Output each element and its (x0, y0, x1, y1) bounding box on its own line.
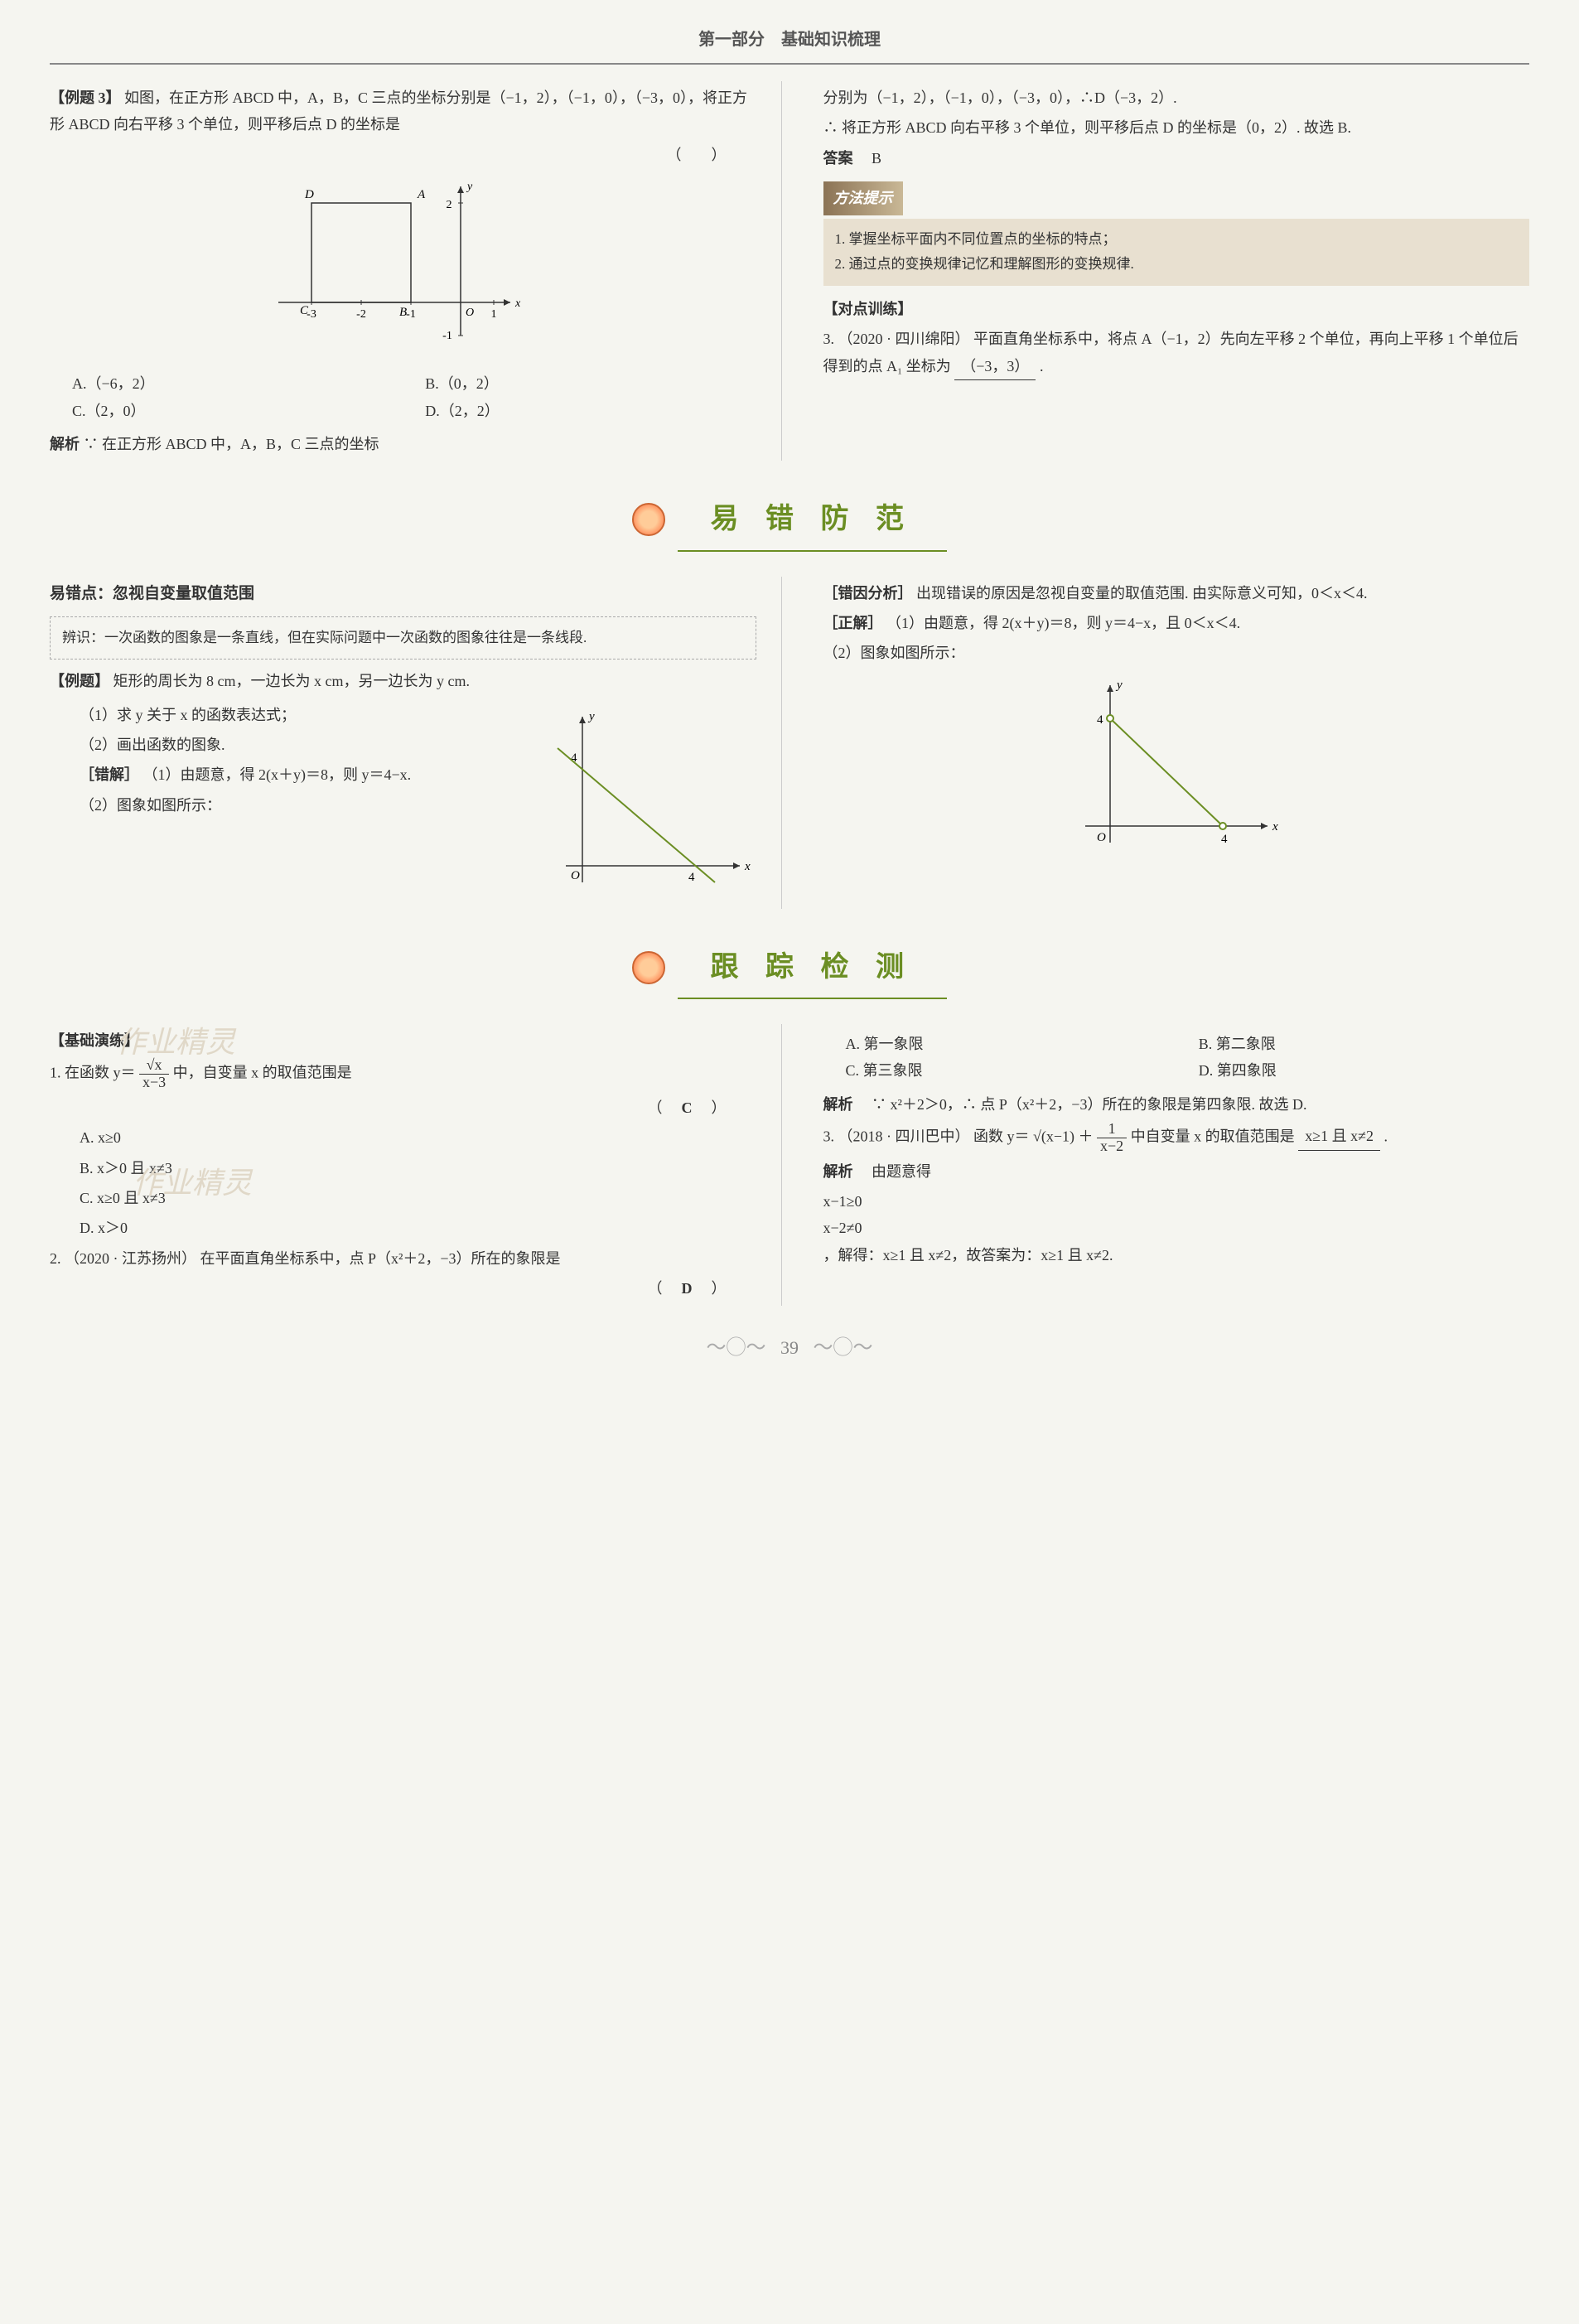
svg-text:x: x (514, 297, 521, 310)
example3-answer-line: 答案 B (823, 145, 1530, 172)
q1-opt-d: D. x＞0 (50, 1215, 756, 1241)
track-q1-answer: （ C ） (50, 1094, 756, 1121)
yicuo-wrong-fig: x y O 4 4 (541, 708, 756, 899)
q1-opt-b: B. x＞0 且 x≠3 (50, 1155, 756, 1181)
ornament-right: 〜◯〜 (814, 1331, 873, 1366)
page-header: 第一部分 基础知识梳理 (50, 25, 1529, 65)
track-heading: 【基础演练】 (50, 1027, 756, 1054)
svg-text:x: x (744, 860, 751, 873)
yicuo-q2: （2）画出函数的图象. (50, 732, 528, 758)
svg-text:y: y (1115, 679, 1123, 692)
svg-text:4: 4 (688, 871, 695, 884)
section-1-banner: 易 错 防 范 (50, 494, 1529, 551)
q2-opt-b: B. 第二象限 (1176, 1031, 1529, 1057)
track-q3-answer: x≥1 且 x≠2 (1298, 1123, 1380, 1150)
train-q3-answer: （−3，3） (954, 353, 1036, 380)
opt-a: A.（−6，2） (50, 370, 403, 397)
example3-options: A.（−6，2） B.（0，2） C.（2，0） D.（2，2） (50, 370, 756, 424)
section-1-title: 易 错 防 范 (678, 494, 948, 551)
yicuo-heading: 易错点：忽视自变量取值范围 (50, 580, 756, 608)
example3-label: 【例题 3】 (50, 89, 121, 106)
example3-paren: （ ） (50, 142, 756, 168)
q2-options: A. 第一象限 B. 第二象限 C. 第三象限 D. 第四象限 (823, 1031, 1530, 1085)
track-q2-answer: （ D ） (50, 1275, 756, 1302)
q2-opt-c: C. 第三象限 (823, 1057, 1176, 1084)
svg-text:-1: -1 (406, 308, 416, 321)
section-2-title: 跟 踪 检 测 (678, 942, 948, 999)
tip-item-2: 2. 通过点的变换规律记忆和理解图形的变换规律. (835, 252, 1519, 278)
svg-text:y: y (587, 710, 595, 723)
ornament-left: 〜◯〜 (707, 1331, 766, 1366)
train-q3: 3. （2020 · 四川绵阳） 平面直角坐标系中，将点 A（−1，2）先向左平… (823, 326, 1530, 380)
yicuo-wrong2: （2）图象如图所示： (50, 792, 528, 819)
svg-text:-2: -2 (356, 308, 366, 321)
method-tip-title: 方法提示 (823, 181, 903, 215)
tip-item-1: 1. 掌握坐标平面内不同位置点的坐标的特点； (835, 227, 1519, 253)
svg-text:B: B (399, 306, 407, 319)
yicuo-wrong: ［错解］ （1）由题意，得 2(x＋y)＝8，则 y＝4−x. (50, 761, 528, 788)
yicuo-q1: （1）求 y 关于 x 的函数表达式； (50, 702, 528, 728)
svg-text:C: C (300, 304, 309, 317)
train-label: 【对点训练】 (823, 296, 1530, 322)
track-block: 作业精灵 作业精灵 【基础演练】 1. 在函数 y＝ √x x−3 中，自变量 … (50, 1024, 1529, 1306)
yicuo-correct2: （2）图象如图所示： (823, 640, 1530, 666)
example3-analysis-left: 解析 ∵ 在正方形 ABCD 中，A，B，C 三点的坐标 (50, 431, 756, 457)
yicuo-block: 易错点：忽视自变量取值范围 辨识：一次函数的图象是一条直线，但在实际问题中一次函… (50, 577, 1529, 909)
svg-text:A: A (417, 188, 426, 201)
mascot-icon-2 (632, 951, 665, 984)
opt-c: C.（2，0） (50, 398, 403, 424)
q2-opt-a: A. 第一象限 (823, 1031, 1176, 1057)
page-number: 39 (780, 1337, 799, 1358)
page-footer: 〜◯〜 39 〜◯〜 (50, 1331, 1529, 1366)
yicuo-example: 【例题】 矩形的周长为 8 cm，一边长为 x cm，另一边长为 y cm. (50, 668, 756, 694)
opt-d: D.（2，2） (403, 398, 756, 424)
svg-text:O: O (571, 869, 580, 882)
yicuo-correct-fig: x y O 4 4 (823, 677, 1530, 859)
svg-text:2: 2 (447, 199, 452, 211)
svg-text:4: 4 (1097, 713, 1103, 727)
yicuo-correct1: ［正解］ （1）由题意，得 2(x＋y)＝8，则 y＝4−x，且 0＜x＜4. (823, 610, 1530, 636)
example3-analysis-right: 分别为（−1，2），（−1，0），（−3，0），∴D（−3，2）. (823, 85, 1530, 111)
yicuo-identify-box: 辨识：一次函数的图象是一条直线，但在实际问题中一次函数的图象往往是一条线段. (50, 616, 756, 660)
section-2-banner: 跟 踪 检 测 (50, 942, 1529, 999)
q2-opt-d: D. 第四象限 (1176, 1057, 1529, 1084)
svg-text:4: 4 (1221, 833, 1228, 846)
svg-text:1: 1 (491, 308, 497, 321)
track-q1: 1. 在函数 y＝ √x x−3 中，自变量 x 的取值范围是 (50, 1057, 756, 1091)
svg-text:O: O (466, 307, 474, 319)
method-tip-content: 1. 掌握坐标平面内不同位置点的坐标的特点； 2. 通过点的变换规律记忆和理解图… (823, 219, 1530, 286)
q1-opt-c: C. x≥0 且 x≠3 (50, 1185, 756, 1211)
track-q2: 2. （2020 · 江苏扬州） 在平面直角坐标系中，点 P（x²＋2，−3）所… (50, 1245, 756, 1272)
example3-conclusion: ∴ 将正方形 ABCD 向右平移 3 个单位，则平移后点 D 的坐标是（0，2）… (823, 114, 1530, 141)
svg-text:x: x (1272, 820, 1278, 833)
q3-analysis: 解析 由题意得 (823, 1158, 1530, 1185)
q2-analysis: 解析 ∵ x²＋2＞0，∴ 点 P（x²＋2，−3）所在的象限是第四象限. 故选… (823, 1091, 1530, 1118)
example3-block: 【例题 3】 如图，在正方形 ABCD 中，A，B，C 三点的坐标分别是（−1，… (50, 81, 1529, 461)
mascot-icon (632, 503, 665, 536)
q1-opt-a: A. x≥0 (50, 1124, 756, 1151)
example3-prompt: 【例题 3】 如图，在正方形 ABCD 中，A，B，C 三点的坐标分别是（−1，… (50, 85, 756, 138)
svg-text:D: D (304, 188, 314, 201)
svg-text:y: y (466, 181, 473, 193)
svg-text:-1: -1 (442, 330, 452, 342)
example3-figure: x y O -3 -2 -1 1 2 -1 (50, 178, 756, 360)
track-q3: 3. （2018 · 四川巴中） 函数 y＝ √(x−1) ＋ 1 x−2 中自… (823, 1121, 1530, 1155)
opt-b: B.（0，2） (403, 370, 756, 397)
yicuo-reason: ［错因分析］ 出现错误的原因是忽视自变量的取值范围. 由实际意义可知，0＜x＜4… (823, 580, 1530, 606)
svg-text:O: O (1097, 831, 1106, 844)
